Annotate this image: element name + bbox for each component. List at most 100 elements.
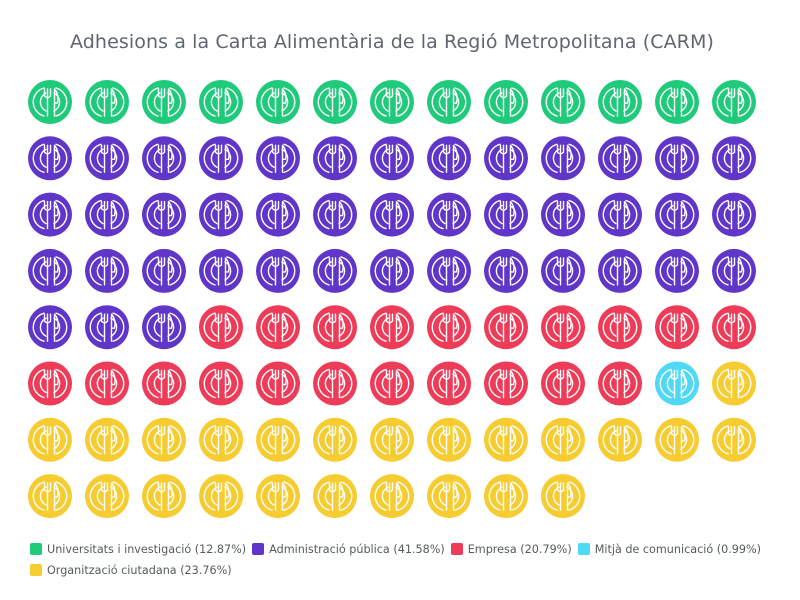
waffle-unit-organitzaci-ciutadana [313, 417, 357, 462]
waffle-chart [28, 80, 756, 519]
plate-fork-knife-icon [374, 143, 410, 174]
plate-fork-knife-icon [317, 143, 353, 174]
plate-fork-knife-icon [545, 256, 581, 286]
plate-fork-knife-icon [545, 312, 581, 342]
plate-fork-knife-icon [545, 368, 581, 399]
waffle-unit-administraci-p-blica [199, 136, 243, 181]
waffle-unit-administraci-p-blica [541, 248, 585, 293]
plate-fork-knife-icon [431, 87, 467, 117]
waffle-unit-administraci-p-blica [370, 136, 414, 181]
waffle-unit-universitats-i-investigaci- [655, 80, 699, 124]
waffle-unit-empresa [256, 305, 300, 350]
plate-fork-knife-icon [488, 199, 524, 230]
plate-fork-knife-icon [146, 425, 182, 455]
plate-fork-knife-icon [374, 368, 410, 399]
legend-swatch [450, 543, 463, 555]
legend-label: Mitjà de comunicació [594, 543, 714, 556]
plate-fork-knife-icon [203, 425, 239, 455]
waffle-unit-administraci-p-blica [598, 136, 642, 181]
plate-fork-knife-icon [602, 368, 638, 399]
plate-fork-knife-icon [260, 368, 296, 399]
plate-fork-knife-icon [716, 199, 752, 230]
waffle-unit-universitats-i-investigaci- [712, 80, 756, 124]
plate-fork-knife-icon [545, 87, 581, 117]
plate-fork-knife-icon [317, 425, 353, 455]
plate-fork-knife-icon [89, 425, 125, 455]
plate-fork-knife-icon [203, 87, 239, 117]
waffle-unit-administraci-p-blica [85, 192, 129, 237]
plate-fork-knife-icon [317, 312, 353, 342]
legend-percent: (0.99%) [713, 543, 762, 556]
plate-fork-knife-icon [260, 199, 296, 230]
waffle-unit-universitats-i-investigaci- [541, 80, 585, 124]
legend-item: Mitjà de comunicació (0.99%) [577, 540, 762, 561]
waffle-unit-universitats-i-investigaci- [142, 80, 186, 124]
waffle-unit-administraci-p-blica [598, 248, 642, 293]
plate-fork-knife-icon [146, 368, 182, 399]
waffle-unit-organitzaci-ciutadana [256, 417, 300, 462]
waffle-unit-empresa [598, 361, 642, 406]
waffle-unit-universitats-i-investigaci- [85, 80, 129, 124]
plate-fork-knife-icon [260, 87, 296, 117]
waffle-unit-administraci-p-blica [484, 248, 528, 293]
plate-fork-knife-icon [659, 425, 695, 455]
waffle-unit-organitzaci-ciutadana [541, 474, 585, 519]
plate-fork-knife-icon [545, 425, 581, 455]
plate-fork-knife-icon [545, 199, 581, 230]
plate-fork-knife-icon [374, 481, 410, 511]
waffle-unit-organitzaci-ciutadana [427, 417, 471, 462]
plate-fork-knife-icon [602, 425, 638, 455]
plate-fork-knife-icon [260, 143, 296, 174]
waffle-unit-universitats-i-investigaci- [370, 80, 414, 124]
plate-fork-knife-icon [317, 368, 353, 399]
plate-fork-knife-icon [32, 143, 68, 174]
plate-fork-knife-icon [32, 87, 68, 117]
plate-fork-knife-icon [716, 143, 752, 174]
waffle-unit-organitzaci-ciutadana [142, 417, 186, 462]
plate-fork-knife-icon [89, 312, 125, 342]
waffle-unit-empresa [655, 305, 699, 350]
plate-fork-knife-icon [32, 256, 68, 286]
legend-swatch [30, 563, 42, 576]
waffle-unit-administraci-p-blica [142, 248, 186, 293]
waffle-unit-administraci-p-blica [28, 248, 72, 293]
legend-percent: (41.58%) [389, 543, 445, 556]
plate-fork-knife-icon [203, 199, 239, 230]
plate-fork-knife-icon [32, 199, 68, 230]
waffle-unit-empresa [313, 305, 357, 350]
plate-fork-knife-icon [203, 481, 239, 511]
waffle-unit-universitats-i-investigaci- [484, 80, 528, 124]
waffle-unit-administraci-p-blica [370, 248, 414, 293]
plate-fork-knife-icon [602, 256, 638, 286]
plate-fork-knife-icon [545, 143, 581, 174]
waffle-unit-administraci-p-blica [712, 192, 756, 237]
plate-fork-knife-icon [89, 143, 125, 174]
plate-fork-knife-icon [659, 143, 695, 174]
waffle-unit-administraci-p-blica [427, 136, 471, 181]
plate-fork-knife-icon [374, 425, 410, 455]
plate-fork-knife-icon [659, 199, 695, 230]
waffle-unit-organitzaci-ciutadana [85, 417, 129, 462]
plate-fork-knife-icon [89, 87, 125, 117]
waffle-unit-organitzaci-ciutadana [484, 417, 528, 462]
waffle-unit-empresa [541, 305, 585, 350]
waffle-unit-administraci-p-blica [142, 192, 186, 237]
plate-fork-knife-icon [431, 481, 467, 511]
plate-fork-knife-icon [716, 87, 752, 117]
waffle-unit-administraci-p-blica [427, 248, 471, 293]
plate-fork-knife-icon [146, 312, 182, 342]
plate-fork-knife-icon [89, 199, 125, 230]
waffle-unit-administraci-p-blica [712, 136, 756, 181]
waffle-unit-administraci-p-blica [28, 192, 72, 237]
plate-fork-knife-icon [374, 87, 410, 117]
waffle-unit-administraci-p-blica [199, 248, 243, 293]
plate-fork-knife-icon [602, 87, 638, 117]
legend-label: Organització ciutadana [47, 563, 177, 577]
plate-fork-knife-icon [488, 312, 524, 342]
waffle-unit-administraci-p-blica [142, 305, 186, 350]
plate-fork-knife-icon [716, 368, 752, 399]
plate-fork-knife-icon [431, 143, 467, 174]
waffle-unit-organitzaci-ciutadana [28, 417, 72, 462]
waffle-unit-organitzaci-ciutadana [28, 474, 72, 519]
waffle-unit-administraci-p-blica [313, 248, 357, 293]
